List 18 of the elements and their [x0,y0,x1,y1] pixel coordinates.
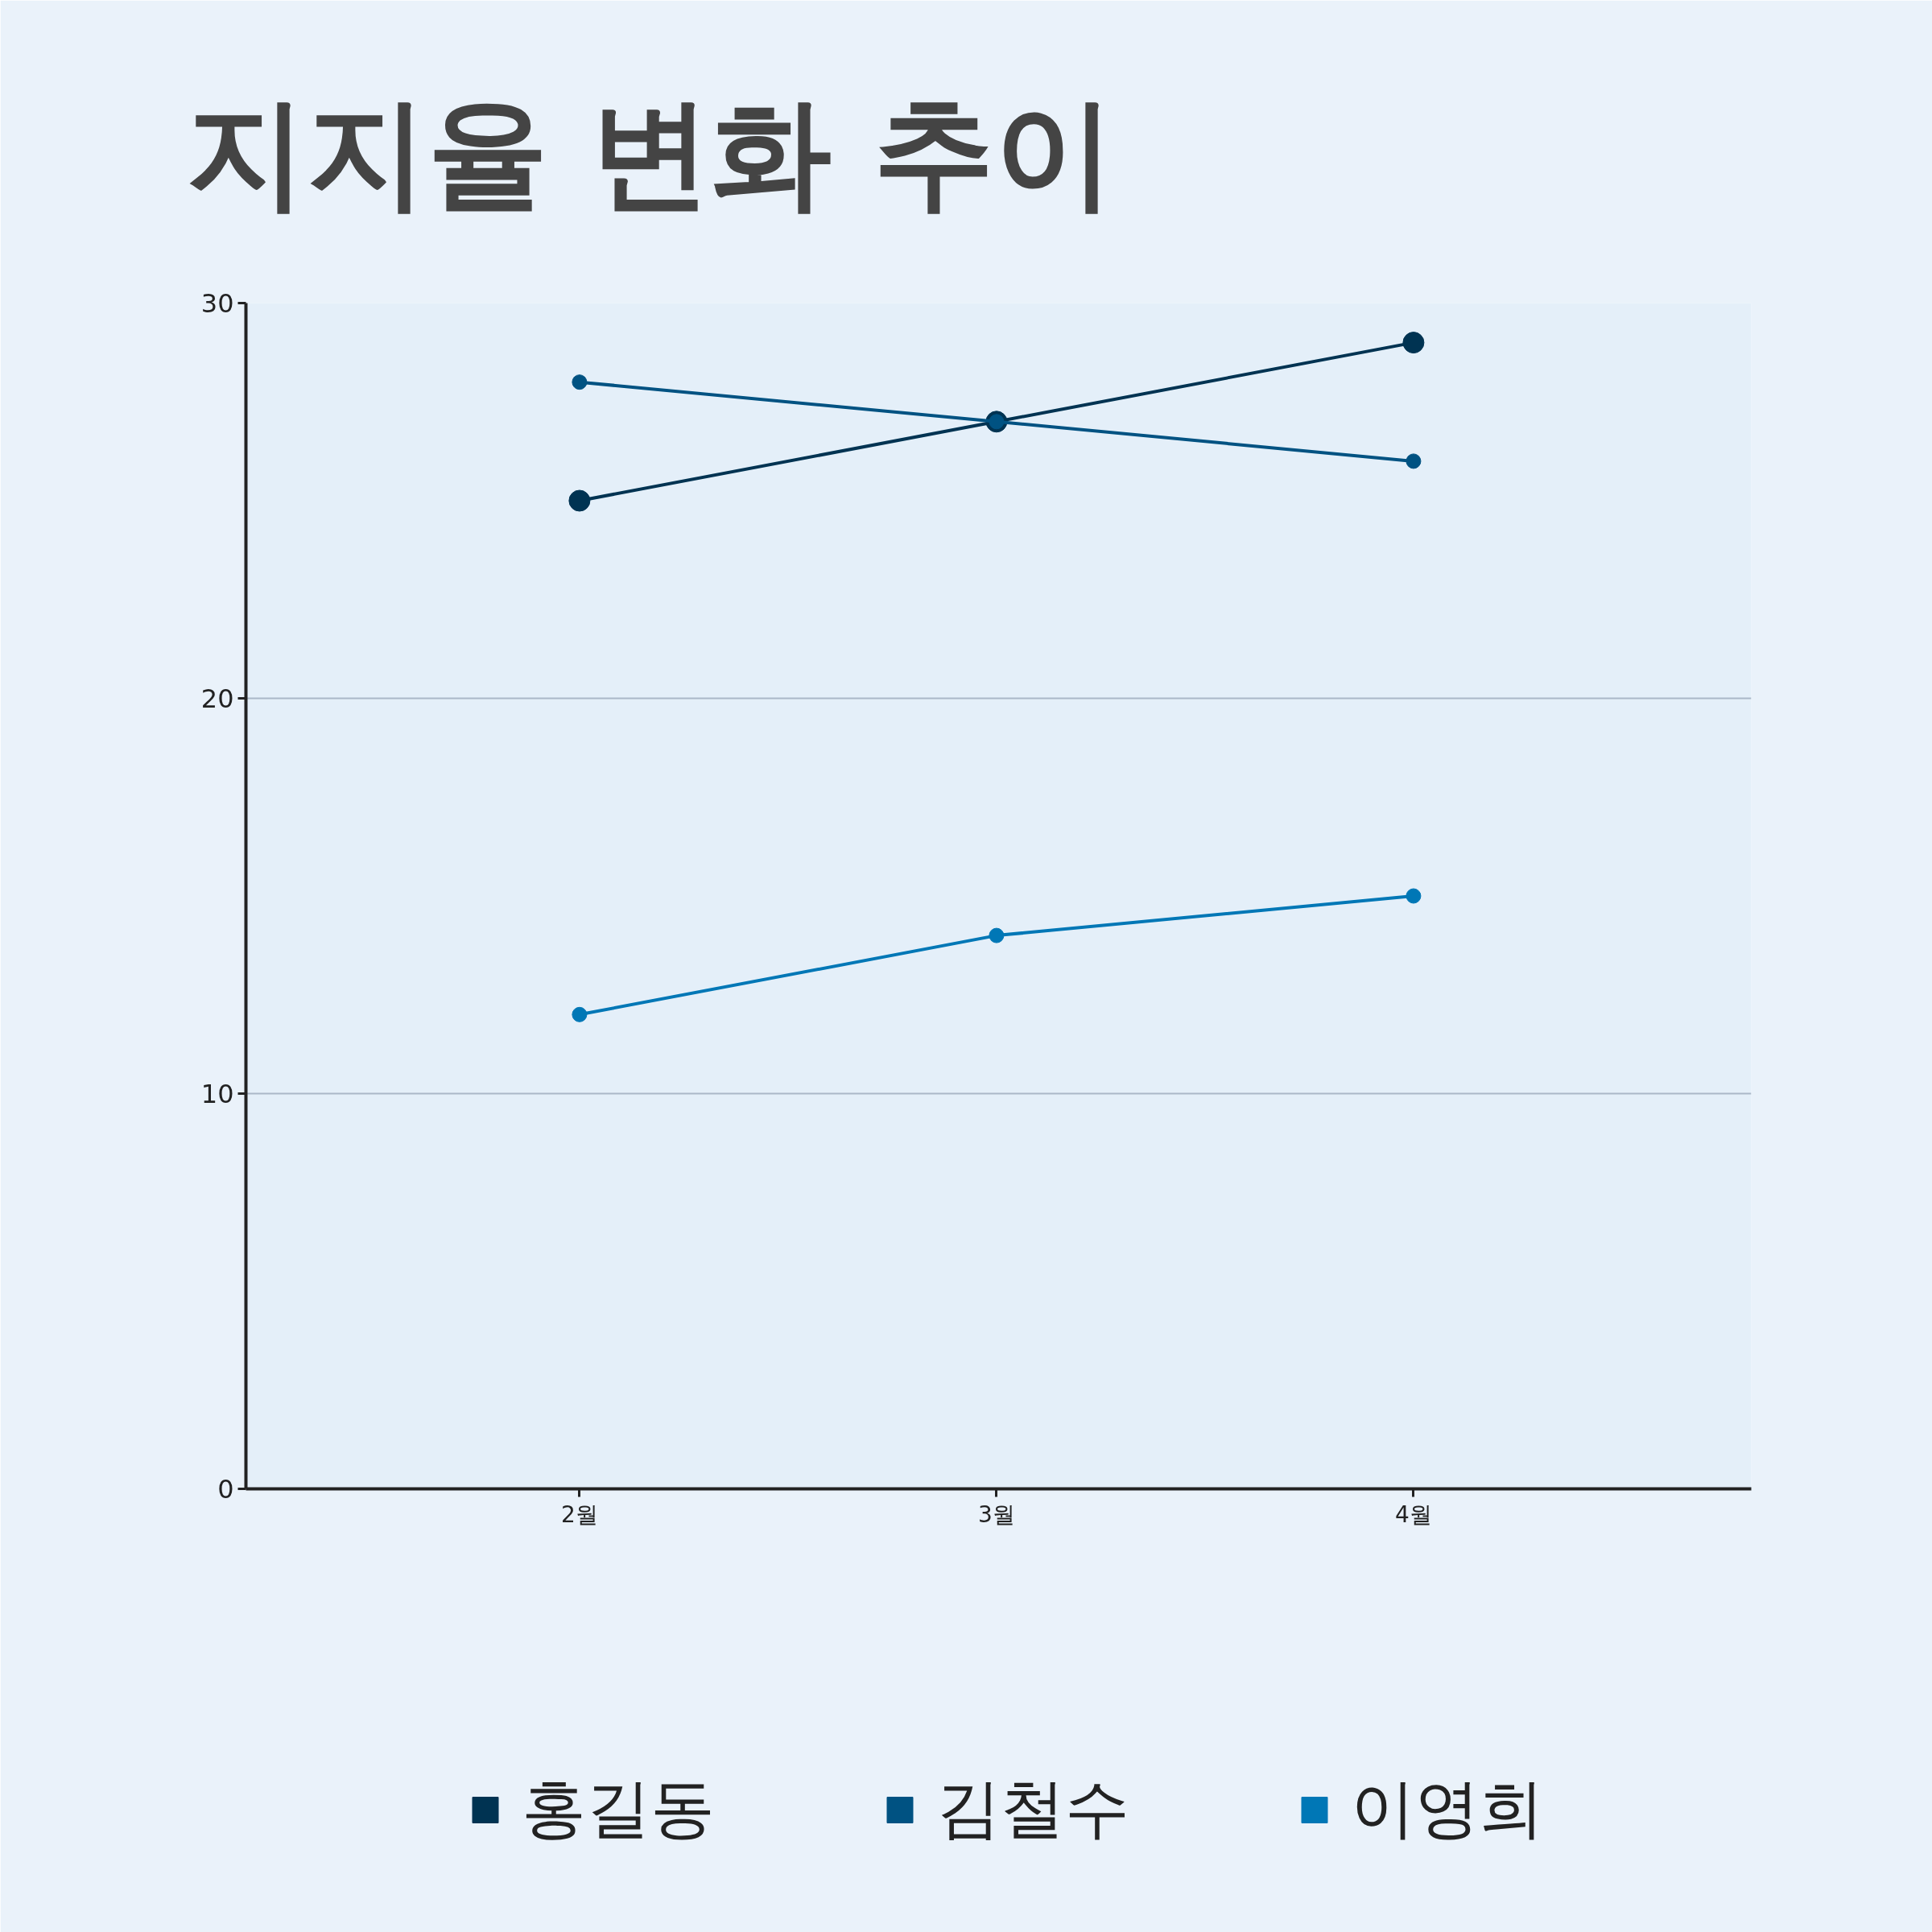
chart-title: 지지율 변화 추이 [185,82,1115,223]
legend-label: 이영희 [1350,1770,1544,1847]
y-tick-label: 10 [200,1079,234,1109]
x-tick-label: 3월 [978,1501,1015,1528]
y-tick-label: 0 [217,1474,234,1505]
point [572,1006,588,1022]
point [568,489,591,512]
point [989,927,1005,943]
point [1406,888,1422,904]
x-tick-label: 4월 [1395,1501,1432,1528]
x-tick-label: 2월 [561,1501,598,1528]
point [572,374,588,390]
point [1402,332,1425,354]
point [1406,453,1422,469]
y-tick-label: 30 [200,288,234,319]
y-tick-label: 20 [200,683,234,714]
legend-label: 홍길동 [521,1770,715,1847]
legend-label: 김철수 [935,1770,1129,1847]
